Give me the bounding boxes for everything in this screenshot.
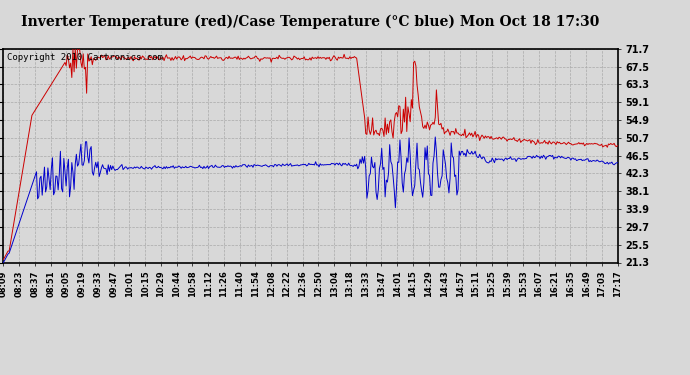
Text: Inverter Temperature (red)/Case Temperature (°C blue) Mon Oct 18 17:30: Inverter Temperature (red)/Case Temperat… [21, 15, 600, 29]
Text: Copyright 2010 Cartronics.com: Copyright 2010 Cartronics.com [6, 53, 162, 62]
